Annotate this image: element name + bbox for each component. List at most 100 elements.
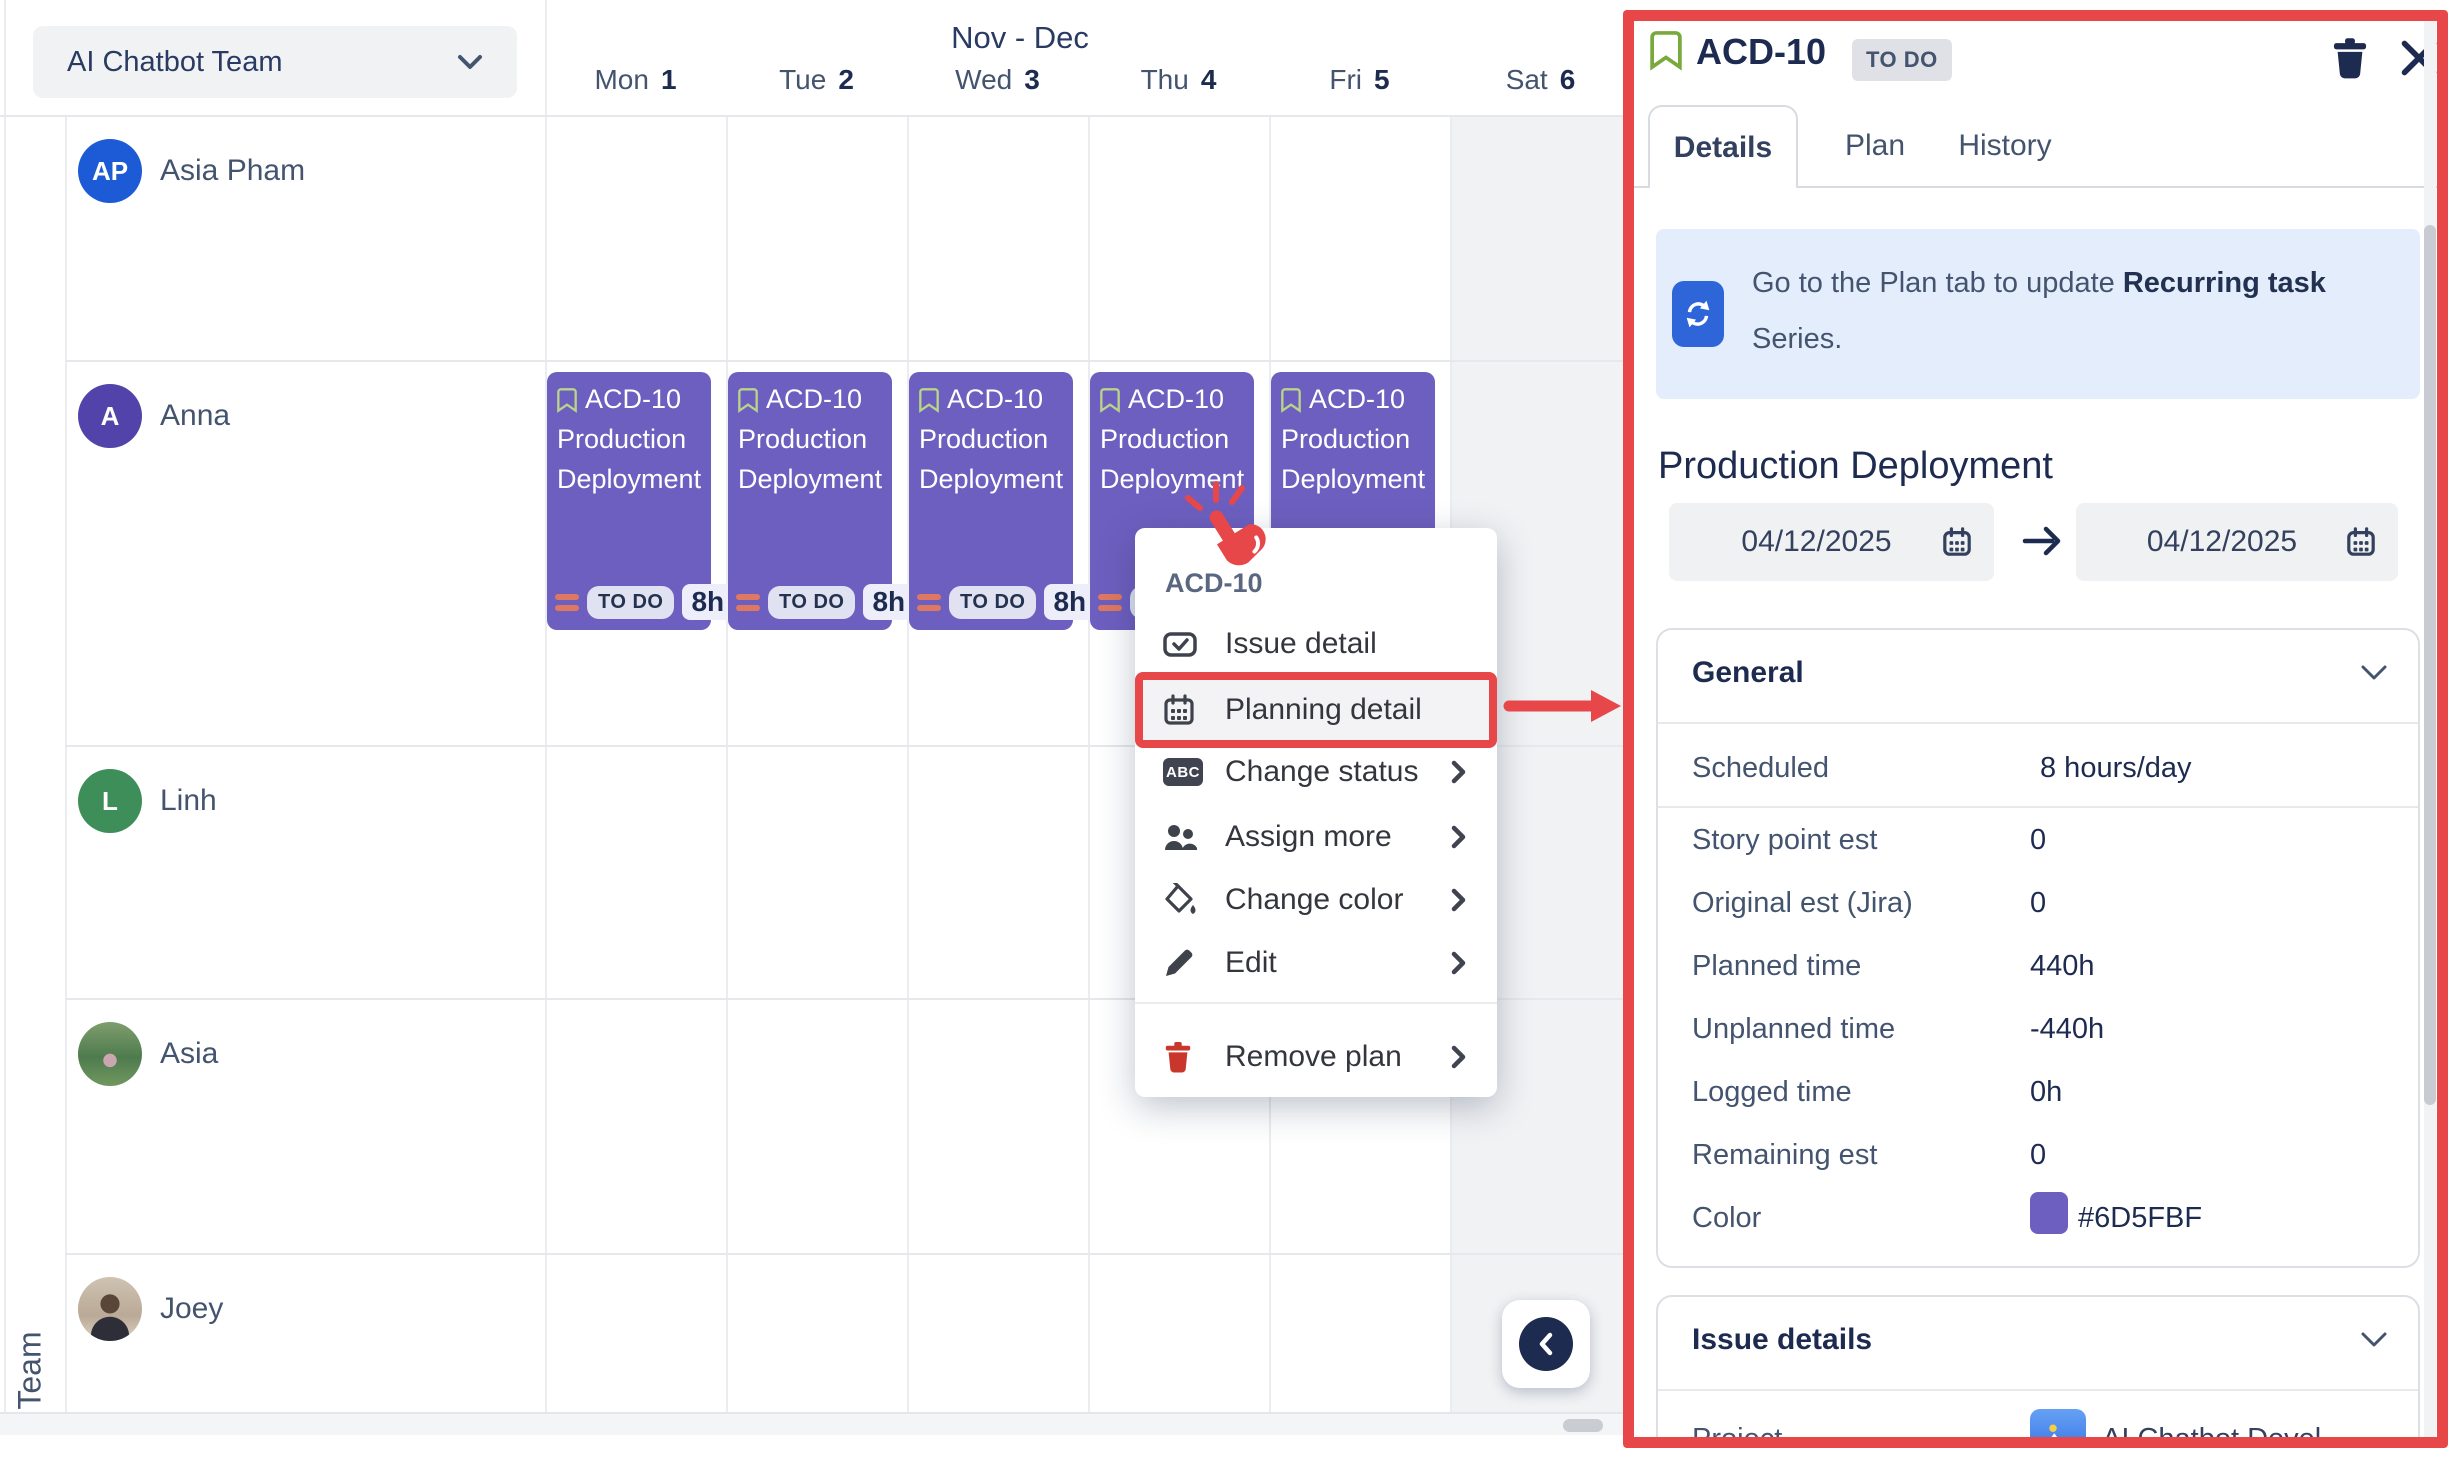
chevron-down-icon[interactable]	[2360, 1331, 2388, 1349]
avatar-photo	[78, 1277, 142, 1341]
menu-item-change-status[interactable]: ABC Change status	[1135, 741, 1497, 803]
chevron-down-icon	[458, 55, 482, 69]
row-label: Project	[1692, 1423, 1783, 1448]
day-header-wed: Wed 3	[955, 64, 1040, 95]
row-value: 0h	[2030, 1076, 2063, 1108]
task-title: Production Deployment	[1281, 424, 1426, 494]
tab-history[interactable]: History	[1958, 128, 2052, 162]
month-range-label: Nov - Dec	[951, 20, 1089, 55]
task-key: ACD-10	[766, 384, 863, 414]
row-label: Color	[1692, 1202, 1762, 1234]
member-name: Asia	[160, 1037, 219, 1070]
row-label: Logged time	[1692, 1076, 1852, 1108]
day-header-thu: Thu 4	[1140, 64, 1217, 95]
change-color-icon	[1163, 883, 1203, 917]
menu-item-planning-detail[interactable]: Planning detail	[1143, 680, 1489, 740]
priority-medium-icon	[555, 593, 579, 611]
member-row-asia-pham: AP Asia Pham	[78, 139, 305, 203]
task-card[interactable]: ACD-10 Production Deployment TO DO 8h	[909, 372, 1096, 630]
row-label: Planned time	[1692, 950, 1862, 982]
avatar: A	[78, 384, 142, 448]
tabs-divider	[1634, 186, 2437, 188]
menu-item-assign-more[interactable]: Assign more	[1135, 806, 1497, 868]
row-divider	[65, 745, 1623, 747]
hours-badge: 8h	[682, 584, 734, 620]
horizontal-scrollbar[interactable]	[1563, 1419, 1603, 1432]
row-label: Story point est	[1692, 824, 1878, 856]
bookmark-icon	[557, 387, 577, 413]
end-date-field[interactable]: 04/12/2025	[2076, 503, 2398, 581]
collapse-panel-button[interactable]	[1502, 1300, 1590, 1388]
row-value: 0	[2030, 824, 2047, 856]
bookmark-icon	[919, 387, 939, 413]
row-divider	[65, 1253, 1623, 1255]
edit-pencil-icon	[1163, 947, 1203, 979]
bookmark-icon	[1100, 387, 1120, 413]
row-divider	[65, 360, 1623, 362]
delete-trash-icon[interactable]	[2330, 37, 2370, 79]
menu-item-edit[interactable]: Edit	[1135, 932, 1497, 994]
row-label: Unplanned time	[1692, 1013, 1896, 1045]
context-menu: ACD-10 Issue detail Planning detail ABC …	[1135, 528, 1497, 1097]
timeline-footer	[0, 1412, 1623, 1435]
grid-line	[907, 115, 909, 1412]
panel-scrollbar-thumb[interactable]	[2424, 225, 2436, 1105]
panel-task-title: Production Deployment	[1658, 445, 2053, 487]
issue-details-section: Issue details Project AI Chatbot Devel..…	[1656, 1295, 2420, 1448]
task-title: Production Deployment	[1100, 424, 1245, 494]
bookmark-icon	[738, 387, 758, 413]
general-section: General Scheduled 8 hours/day Story poin…	[1656, 628, 2420, 1268]
chevron-right-icon	[1451, 760, 1466, 784]
start-date-field[interactable]: 04/12/2025	[1669, 503, 1994, 581]
hours-badge: 8h	[1044, 584, 1096, 620]
chevron-down-icon[interactable]	[2360, 664, 2388, 682]
menu-item-issue-detail[interactable]: Issue detail	[1135, 613, 1497, 675]
row-value: 0	[2030, 1139, 2047, 1171]
color-hex-value: #6D5FBF	[2078, 1202, 2203, 1234]
priority-medium-icon	[736, 593, 760, 611]
team-selector[interactable]: AI Chatbot Team	[33, 26, 517, 98]
chevron-right-icon	[1451, 825, 1466, 849]
row-value: 440h	[2030, 950, 2095, 982]
task-title: Production Deployment	[919, 424, 1064, 494]
menu-separator	[1135, 1002, 1497, 1004]
hours-badge: 8h	[863, 584, 915, 620]
calendar-icon	[2347, 527, 2375, 556]
task-title: Production Deployment	[738, 424, 883, 494]
grid-line	[726, 115, 728, 1412]
recurring-sync-icon	[1672, 281, 1724, 347]
team-strip-border	[65, 115, 67, 1412]
row-value: 0	[2030, 887, 2047, 919]
task-card[interactable]: ACD-10 Production Deployment TO DO 8h	[547, 372, 734, 630]
member-row-asia: Asia	[78, 1022, 218, 1086]
issue-details-header: Issue details	[1692, 1323, 1873, 1356]
header-divider	[0, 115, 1623, 117]
task-title: Production Deployment	[557, 424, 702, 494]
priority-medium-icon	[917, 593, 941, 611]
arrow-right-icon	[2022, 526, 2061, 556]
task-key: ACD-10	[1128, 384, 1225, 414]
member-name: Asia Pham	[160, 154, 306, 187]
row-label: Remaining est	[1692, 1139, 1878, 1171]
bookmark-icon	[1650, 31, 1682, 71]
menu-item-change-color[interactable]: Change color	[1135, 869, 1497, 931]
task-card[interactable]: ACD-10 Production Deployment TO DO 8h	[728, 372, 915, 630]
calendar-icon	[1943, 527, 1971, 556]
grid-line	[1088, 115, 1090, 1412]
task-key: ACD-10	[947, 384, 1044, 414]
tab-plan[interactable]: Plan	[1844, 128, 1906, 162]
outer-left-border	[4, 0, 6, 1412]
menu-item-remove-plan[interactable]: Remove plan	[1135, 1026, 1497, 1088]
issue-detail-icon	[1163, 629, 1203, 659]
panel-status-badge: TO DO	[1852, 39, 1952, 81]
day-header-sat: Sat 6	[1505, 64, 1576, 95]
status-badge: TO DO	[768, 585, 856, 619]
row-divider	[65, 998, 1623, 1000]
pointer-arrow-annotation	[1503, 690, 1621, 722]
tab-details[interactable]: Details	[1648, 105, 1798, 188]
priority-medium-icon	[1098, 593, 1122, 611]
member-row-linh: L Linh	[78, 769, 217, 833]
general-section-header: General	[1692, 656, 1804, 689]
avatar: L	[78, 769, 142, 833]
recurring-task-banner: Go to the Plan tab to update Recurring t…	[1656, 229, 2420, 399]
